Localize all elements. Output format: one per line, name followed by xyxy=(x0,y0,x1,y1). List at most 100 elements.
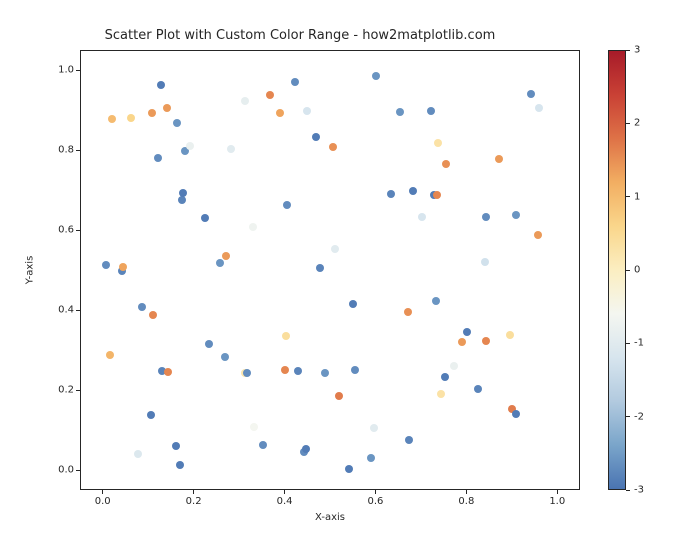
scatter-point xyxy=(283,201,291,209)
scatter-point xyxy=(450,362,458,370)
y-tick xyxy=(76,470,80,471)
scatter-point xyxy=(102,261,110,269)
scatter-point xyxy=(259,441,267,449)
scatter-point xyxy=(482,213,490,221)
scatter-point xyxy=(303,107,311,115)
scatter-point xyxy=(433,191,441,199)
y-tick xyxy=(76,150,80,151)
scatter-point xyxy=(222,252,230,260)
scatter-point xyxy=(535,104,543,112)
scatter-point xyxy=(534,231,542,239)
scatter-point xyxy=(176,461,184,469)
scatter-point xyxy=(437,390,445,398)
scatter-point xyxy=(148,109,156,117)
scatter-point xyxy=(163,104,171,112)
scatter-point xyxy=(458,338,466,346)
scatter-point xyxy=(527,90,535,98)
scatter-point xyxy=(329,143,337,151)
colorbar-tick-label: 2 xyxy=(634,118,640,129)
scatter-point xyxy=(463,328,471,336)
y-tick xyxy=(76,310,80,311)
scatter-point xyxy=(302,445,310,453)
scatter-point xyxy=(216,259,224,267)
scatter-point xyxy=(321,369,329,377)
scatter-point xyxy=(205,340,213,348)
scatter-point xyxy=(409,187,417,195)
chart-title: Scatter Plot with Custom Color Range - h… xyxy=(0,28,600,43)
scatter-point xyxy=(250,423,258,431)
colorbar-tick xyxy=(626,196,630,197)
scatter-point xyxy=(179,189,187,197)
x-tick-label: 0.2 xyxy=(186,496,202,507)
scatter-point xyxy=(127,114,135,122)
colorbar-tick-label: -3 xyxy=(634,485,644,496)
colorbar-tick xyxy=(626,490,630,491)
y-tick xyxy=(76,230,80,231)
x-tick xyxy=(466,490,467,494)
scatter-point xyxy=(221,353,229,361)
scatter-point xyxy=(178,196,186,204)
scatter-point xyxy=(482,337,490,345)
scatter-point xyxy=(154,154,162,162)
x-tick xyxy=(557,490,558,494)
scatter-point xyxy=(172,442,180,450)
scatter-point xyxy=(387,190,395,198)
scatter-point xyxy=(316,264,324,272)
colorbar-tick-label: 3 xyxy=(634,45,640,56)
y-axis-label: Y-axis xyxy=(25,256,36,285)
scatter-point xyxy=(164,368,172,376)
x-tick xyxy=(375,490,376,494)
scatter-point xyxy=(266,91,274,99)
scatter-point xyxy=(241,97,249,105)
scatter-point xyxy=(157,81,165,89)
scatter-point xyxy=(276,109,284,117)
x-axis-label: X-axis xyxy=(80,512,580,523)
colorbar-tick-label: 1 xyxy=(634,191,640,202)
scatter-point xyxy=(495,155,503,163)
x-tick xyxy=(193,490,194,494)
y-tick xyxy=(76,390,80,391)
colorbar-tick xyxy=(626,50,630,51)
scatter-point xyxy=(418,213,426,221)
y-tick xyxy=(76,70,80,71)
scatter-point xyxy=(291,78,299,86)
scatter-point xyxy=(432,297,440,305)
scatter-point xyxy=(149,311,157,319)
scatter-point xyxy=(147,411,155,419)
scatter-point xyxy=(512,211,520,219)
colorbar-tick xyxy=(626,343,630,344)
x-tick xyxy=(284,490,285,494)
scatter-point xyxy=(243,369,251,377)
scatter-point xyxy=(345,465,353,473)
scatter-point xyxy=(367,454,375,462)
colorbar-tick-label: -1 xyxy=(634,338,644,349)
x-tick-label: 0.4 xyxy=(277,496,293,507)
scatter-point xyxy=(506,331,514,339)
scatter-point xyxy=(442,160,450,168)
plot-area xyxy=(80,50,580,490)
x-tick-label: 0.6 xyxy=(368,496,384,507)
y-tick-label: 0.4 xyxy=(46,305,74,316)
scatter-point xyxy=(349,300,357,308)
x-tick-label: 1.0 xyxy=(549,496,565,507)
scatter-point xyxy=(227,145,235,153)
scatter-point xyxy=(331,245,339,253)
colorbar-tick xyxy=(626,416,630,417)
scatter-point xyxy=(512,410,520,418)
scatter-point xyxy=(119,263,127,271)
colorbar xyxy=(608,50,626,490)
x-tick xyxy=(102,490,103,494)
scatter-point xyxy=(335,392,343,400)
scatter-point xyxy=(312,133,320,141)
colorbar-tick xyxy=(626,270,630,271)
figure: Scatter Plot with Custom Color Range - h… xyxy=(0,0,700,560)
scatter-point xyxy=(396,108,404,116)
scatter-point xyxy=(173,119,181,127)
scatter-point xyxy=(434,139,442,147)
scatter-point xyxy=(281,366,289,374)
y-tick-label: 1.0 xyxy=(46,65,74,76)
scatter-point xyxy=(405,436,413,444)
y-tick-label: 0.2 xyxy=(46,385,74,396)
scatter-point xyxy=(474,385,482,393)
colorbar-tick-label: -2 xyxy=(634,411,644,422)
